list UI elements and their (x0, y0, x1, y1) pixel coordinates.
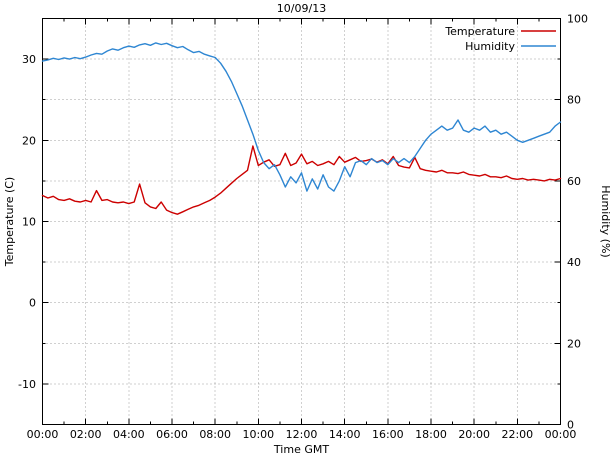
x-tick-label: 02:00 (70, 428, 102, 441)
legend-label: Temperature (444, 25, 515, 38)
x-tick-label: 16:00 (372, 428, 404, 441)
x-tick-label: 08:00 (199, 428, 231, 441)
x-tick-label: 18:00 (415, 428, 447, 441)
humidity-line (41, 42, 562, 192)
y-right-tick-label: 60 (567, 175, 581, 188)
x-tick-label: 20:00 (458, 428, 490, 441)
y-right-tick-label: 20 (567, 337, 581, 350)
x-tick-label: 06:00 (156, 428, 188, 441)
y-right-tick-label: 80 (567, 94, 581, 107)
y-left-axis-label: Temperature (C) (3, 177, 16, 267)
y-left-tick-label: 10 (22, 216, 36, 229)
y-right-tick-label: 100 (567, 13, 588, 26)
legend-label: Humidity (465, 40, 515, 53)
x-tick-label: 22:00 (501, 428, 533, 441)
x-tick-label: 10:00 (242, 428, 274, 441)
y-left-tick-label: -10 (18, 378, 36, 391)
x-tick-label: 00:00 (545, 428, 577, 441)
y-left-tick-label: 20 (22, 134, 36, 147)
y-left-tick-label: 30 (22, 53, 36, 66)
y-right-axis-label: Humidity (%) (599, 185, 611, 257)
y-left-tick-label: 0 (29, 297, 36, 310)
chart-title: 10/09/13 (277, 2, 326, 15)
x-tick-label: 12:00 (286, 428, 318, 441)
x-tick-label: 00:00 (27, 428, 59, 441)
x-tick-label: 14:00 (329, 428, 361, 441)
y-right-tick-label: 0 (567, 419, 574, 432)
temperature-line (41, 145, 562, 215)
x-tick-label: 04:00 (113, 428, 145, 441)
x-axis-label: Time GMT (273, 443, 329, 456)
y-right-tick-label: 40 (567, 256, 581, 269)
